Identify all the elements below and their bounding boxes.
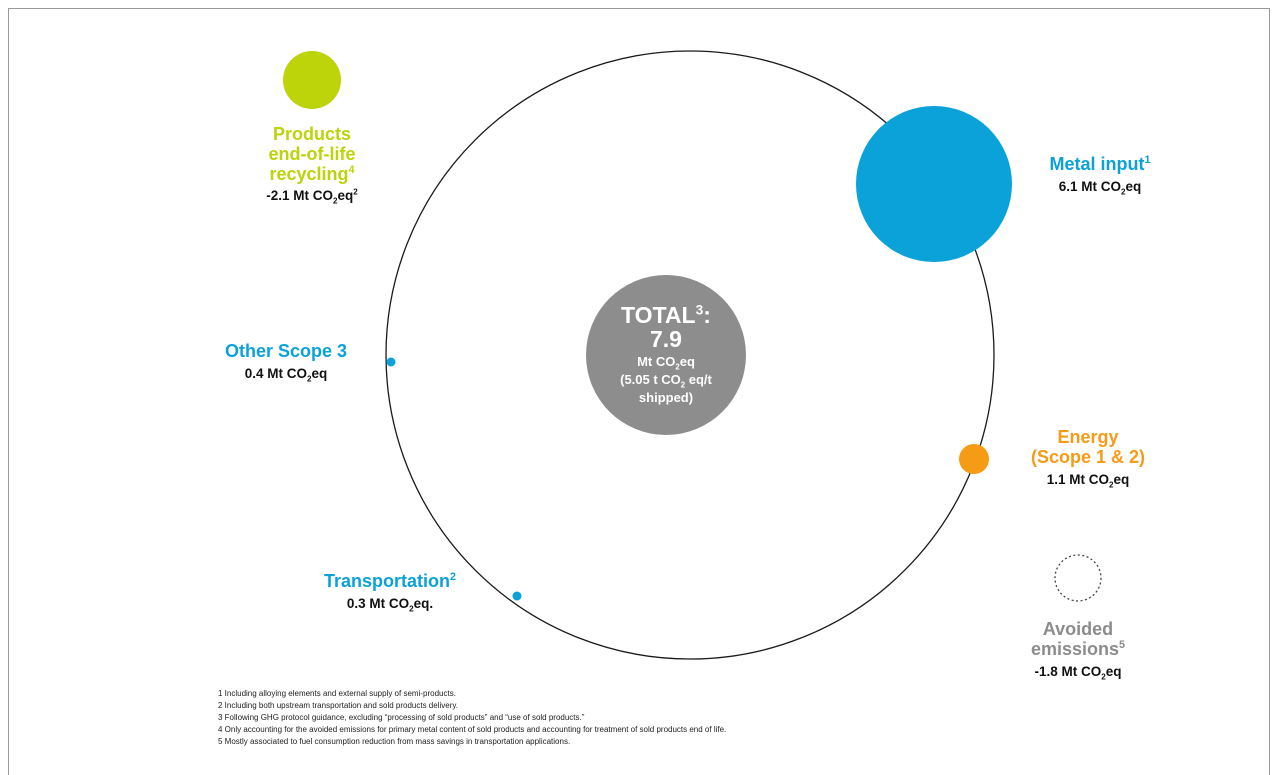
transportation-value: 0.3 Mt CO2eq. <box>346 595 434 614</box>
avoided-emissions-title: Avoided emissions5 <box>1030 619 1126 659</box>
energy-bubble <box>959 444 989 474</box>
metal-input-title: Metal input1 <box>1049 154 1151 174</box>
other-scope3-value: 0.4 Mt CO2eq <box>244 365 328 384</box>
recycling-title: Products end-of-life recycling4 <box>268 124 356 184</box>
recycling-label: Products end-of-life recycling4 -2.1 Mt … <box>222 124 402 207</box>
footnote-2: 2 Including both upstream transportation… <box>218 701 458 710</box>
footnotes: 1 Including alloying elements and extern… <box>218 688 726 748</box>
footnote-5: 5 Mostly associated to fuel consumption … <box>218 737 571 746</box>
total-heading: TOTAL3: <box>586 303 746 327</box>
page-frame <box>8 8 1270 775</box>
total-label: TOTAL <box>621 302 696 328</box>
avoided-emissions-label: Avoided emissions5 -1.8 Mt CO2eq <box>1008 619 1148 682</box>
footnote-3: 3 Following GHG protocol guidance, exclu… <box>218 713 585 722</box>
transportation-title: Transportation2 <box>323 571 457 591</box>
total-intensity: (5.05 t CO2 eq/t <box>620 372 712 390</box>
metal-input-value: 6.1 Mt CO2eq <box>1058 178 1142 197</box>
energy-label: Energy (Scope 1 & 2) 1.1 Mt CO2eq <box>1013 427 1163 490</box>
total-footnote-mark: 3 <box>695 302 704 318</box>
total-center-circle: TOTAL3: 7.9 Mt CO2eq (5.05 t CO2 eq/t sh… <box>586 275 746 435</box>
other-scope3-label: Other Scope 3 0.4 Mt CO2eq <box>196 341 376 384</box>
footnote-4: 4 Only accounting for the avoided emissi… <box>218 725 727 734</box>
other-scope3-dot <box>386 357 396 367</box>
transportation-dot <box>512 591 522 601</box>
energy-value: 1.1 Mt CO2eq <box>1046 471 1130 490</box>
avoided-emissions-value: -1.8 Mt CO2eq <box>1034 663 1122 682</box>
energy-title: Energy (Scope 1 & 2) <box>1030 427 1146 467</box>
orbit-ring <box>385 50 995 660</box>
total-colon: : <box>703 302 711 328</box>
total-value: 7.9 <box>650 326 682 352</box>
other-scope3-title: Other Scope 3 <box>224 341 348 361</box>
transportation-label: Transportation2 0.3 Mt CO2eq. <box>300 571 480 614</box>
footnote-1: 1 Including alloying elements and extern… <box>218 689 456 698</box>
metal-input-bubble <box>856 106 1012 262</box>
recycling-bubble <box>283 51 341 109</box>
recycling-value: -2.1 Mt CO2eq2 <box>266 187 358 207</box>
total-unit: Mt CO2eq <box>637 354 695 372</box>
avoided-emissions-bubble <box>1054 554 1102 602</box>
total-intensity-line2: shipped) <box>638 390 694 405</box>
metal-input-label: Metal input1 6.1 Mt CO2eq <box>1030 154 1170 197</box>
